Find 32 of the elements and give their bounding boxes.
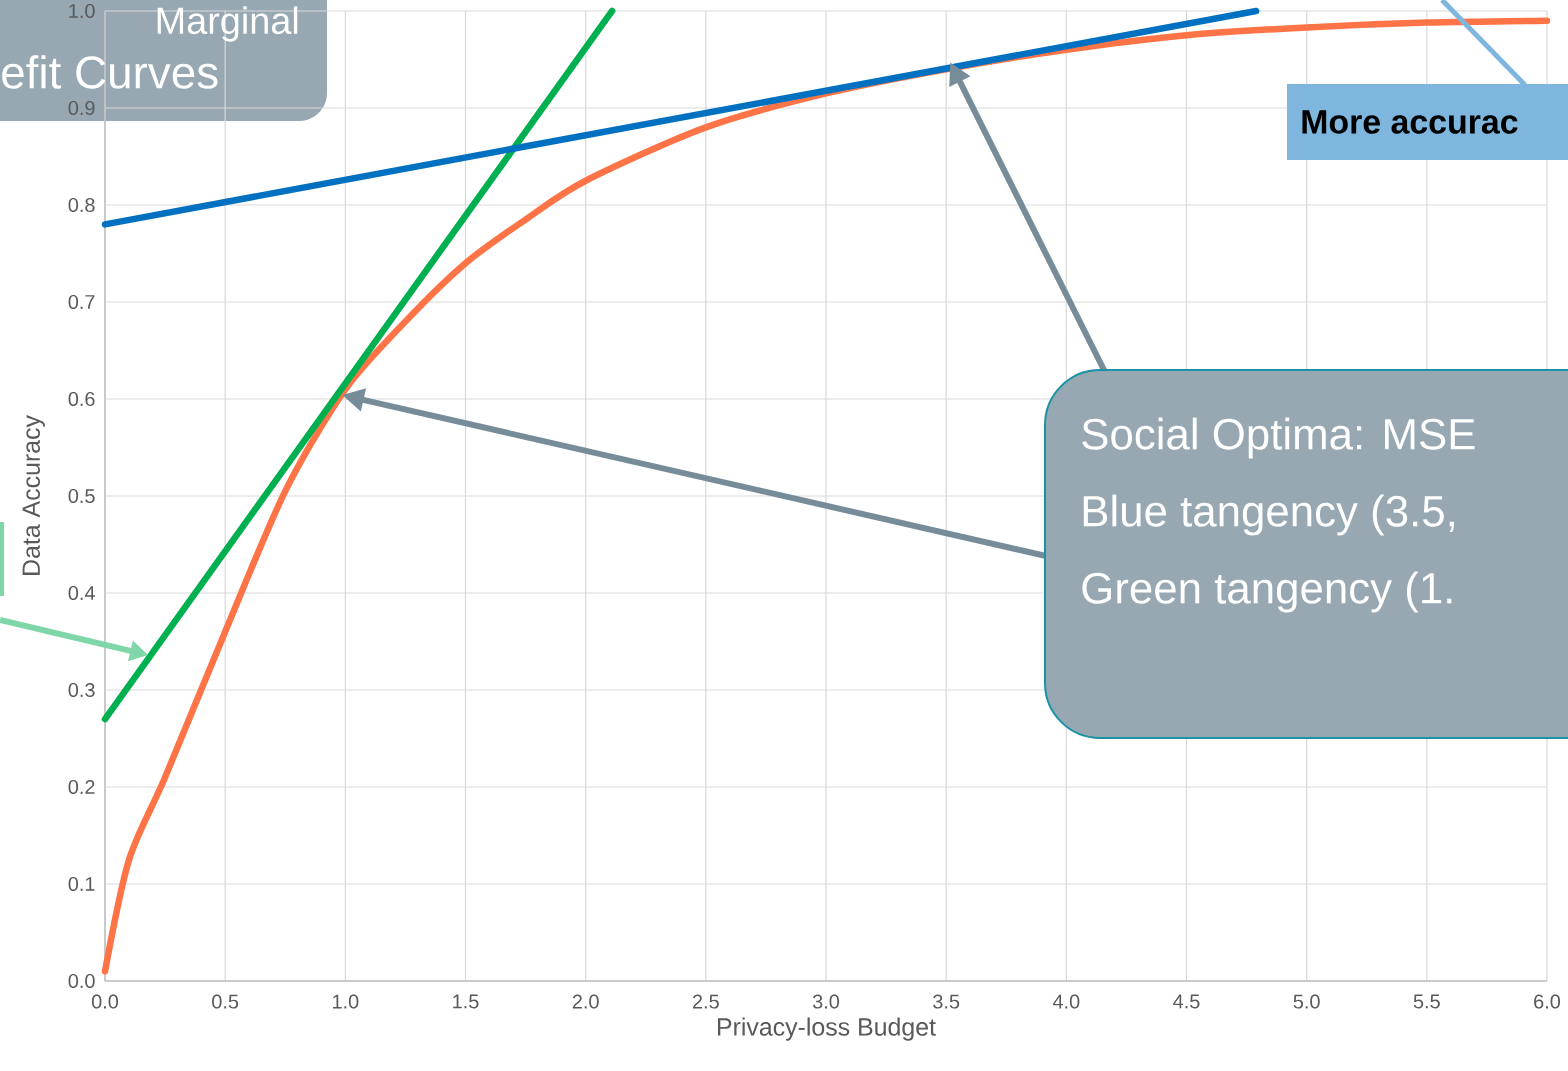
- y-tick-label: 0.3: [68, 682, 95, 698]
- x-tick-label: 5.5: [1413, 994, 1440, 1009]
- x-tick-label: 5.0: [1293, 994, 1320, 1009]
- annotation: Blue tangency (3.5,: [1083, 494, 1454, 536]
- y-tick-label: 0.0: [68, 973, 95, 989]
- x-axis-title: Privacy-loss Budget: [717, 1017, 936, 1041]
- x-tick-label: 4.0: [1052, 994, 1080, 1009]
- y-axis-title: Data Accuracy: [22, 415, 45, 575]
- y-tick-label: 0.2: [68, 779, 95, 795]
- x-tick-label: 0.5: [212, 994, 239, 1009]
- x-tick-label: 2.0: [572, 994, 599, 1009]
- x-tick-label: 3.0: [812, 994, 840, 1009]
- x-tick-label: 1.0: [333, 994, 359, 1009]
- y-tick-label: 0.6: [68, 391, 95, 407]
- x-tick-label: 1.5: [453, 994, 479, 1009]
- annotation: Social Optima: MSE: [1082, 417, 1475, 459]
- y-tick-label: 0.1: [68, 876, 95, 892]
- annotation: More accurac: [1302, 110, 1518, 134]
- x-tick-label: 3.5: [933, 994, 960, 1009]
- x-tick-label: 2.5: [692, 994, 719, 1009]
- annotation: Green tangency (1.: [1082, 571, 1452, 613]
- y-tick-label: 0.9: [68, 100, 95, 116]
- x-tick-label: 6.0: [1534, 994, 1561, 1009]
- annotation: efit Curves: [2, 55, 218, 89]
- x-tick-label: 0.0: [91, 994, 119, 1009]
- y-tick-label: 1.0: [69, 3, 95, 19]
- annotation: Marginal: [157, 6, 298, 42]
- y-tick-label: 0.8: [68, 197, 95, 213]
- y-tick-label: 0.4: [68, 585, 95, 601]
- y-tick-label: 0.5: [68, 488, 95, 504]
- y-tick-label: 0.7: [68, 294, 95, 310]
- x-tick-label: 4.5: [1173, 994, 1200, 1009]
